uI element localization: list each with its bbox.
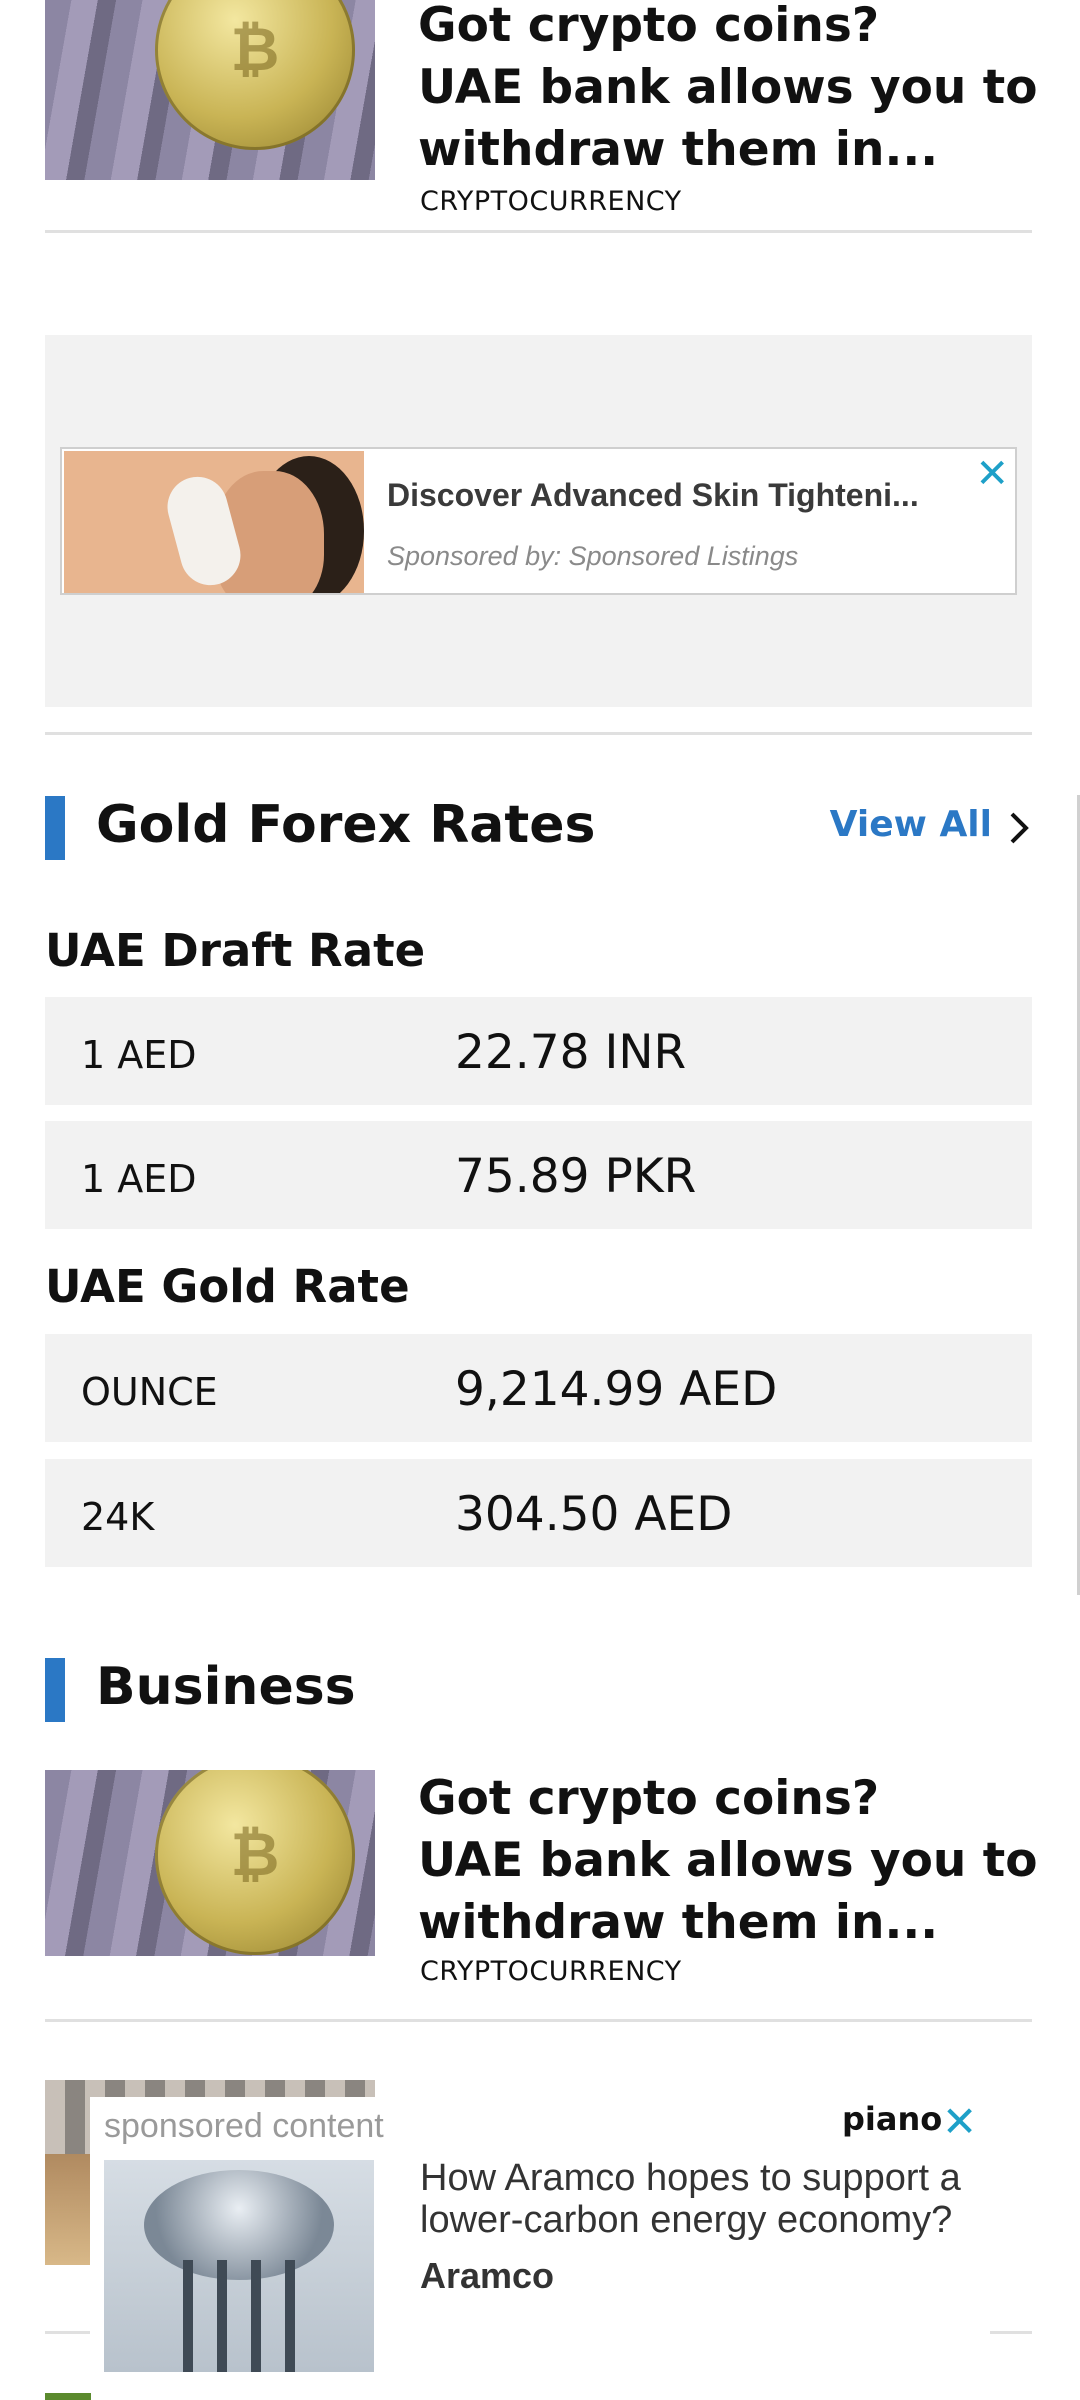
ad-title[interactable]: Discover Advanced Skin Tighteni...	[387, 477, 919, 513]
article-thumbnail[interactable]: ₿	[45, 1770, 375, 1956]
article-headline[interactable]: Got crypto coins? UAE bank allows you to…	[418, 1768, 1038, 1954]
ad-card[interactable]: Discover Advanced Skin Tighteni... Spons…	[60, 447, 1017, 595]
rate-row: OUNCE 9,214.99 AED	[45, 1334, 1032, 1442]
section-accent-bar	[45, 796, 65, 860]
rate-unit: OUNCE	[81, 1370, 218, 1414]
rate-value: 22.78 INR	[455, 1025, 687, 1080]
sponsored-content-overlay[interactable]: sponsored content piano ✕ How Aramco hop…	[90, 2097, 990, 2377]
sponsored-label: sponsored content	[104, 2107, 384, 2145]
article-thumbnail[interactable]: ₿	[45, 0, 375, 180]
rate-row: 1 AED 22.78 INR	[45, 997, 1032, 1105]
piano-logo: piano	[842, 2100, 943, 2138]
section-title: Business	[96, 1657, 356, 1717]
headline-line-2[interactable]: UAE bank allows you to	[418, 1833, 1038, 1888]
divider	[45, 2019, 1032, 2022]
sponsored-image[interactable]	[104, 2160, 374, 2372]
headline-line-1[interactable]: Got crypto coins?	[418, 0, 880, 53]
scrollbar[interactable]	[1077, 795, 1080, 1595]
headline-line-3[interactable]: withdraw them in...	[418, 1895, 939, 1950]
rate-value: 9,214.99 AED	[455, 1362, 778, 1417]
next-thumbnail-peek	[45, 2393, 91, 2400]
ad-image[interactable]	[64, 451, 364, 593]
gold-rate-title: UAE Gold Rate	[45, 1260, 410, 1313]
article-headline[interactable]: Got crypto coins? UAE bank allows you to…	[418, 0, 1038, 181]
divider	[45, 230, 1032, 233]
headline-line-1[interactable]: Got crypto coins?	[418, 1771, 880, 1826]
close-icon[interactable]: ✕	[975, 451, 1009, 497]
view-all-link[interactable]: View All	[829, 804, 992, 845]
rate-unit: 1 AED	[81, 1033, 197, 1077]
headline-line-2[interactable]: UAE bank allows you to	[418, 60, 1038, 115]
sponsored-brand[interactable]: Aramco	[420, 2255, 555, 2296]
rate-row: 24K 304.50 AED	[45, 1459, 1032, 1567]
chevron-right-icon[interactable]	[1006, 808, 1032, 848]
ad-sponsor: Sponsored by: Sponsored Listings	[387, 541, 799, 571]
close-icon[interactable]: ✕	[942, 2097, 978, 2146]
headline-line-3[interactable]: withdraw them in...	[418, 122, 939, 177]
rate-row: 1 AED 75.89 PKR	[45, 1121, 1032, 1229]
rate-unit: 1 AED	[81, 1157, 197, 1201]
section-title: Gold Forex Rates	[96, 795, 596, 855]
article-category[interactable]: CRYPTOCURRENCY	[420, 186, 682, 217]
tank-legs-image	[159, 2260, 319, 2372]
draft-rate-title: UAE Draft Rate	[45, 924, 426, 977]
rate-value: 75.89 PKR	[455, 1149, 697, 1204]
rate-value: 304.50 AED	[455, 1487, 733, 1542]
bitcoin-coin-image: ₿	[155, 1770, 355, 1955]
article-category[interactable]: CRYPTOCURRENCY	[420, 1956, 682, 1987]
sponsored-headline[interactable]: How Aramco hopes to support a lower-carb…	[420, 2157, 961, 2241]
rate-unit: 24K	[81, 1495, 155, 1539]
divider	[45, 732, 1032, 735]
section-accent-bar	[45, 1658, 65, 1722]
